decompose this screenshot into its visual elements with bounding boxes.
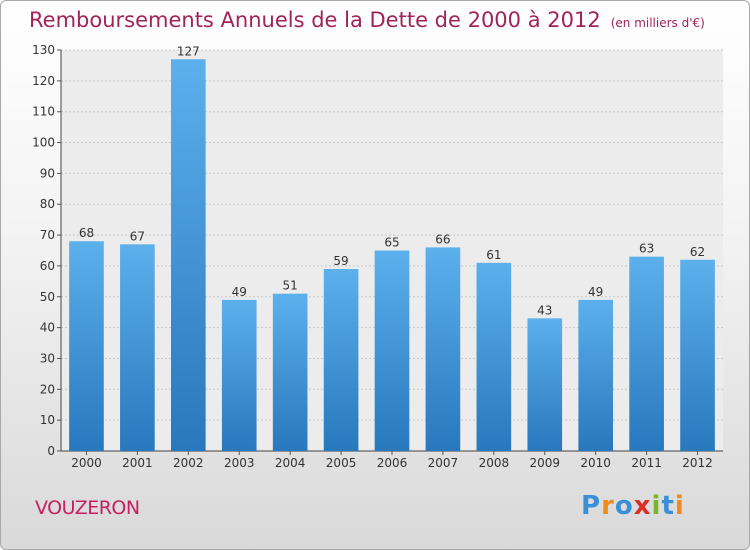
y-tick-label: 10 (40, 413, 55, 427)
y-tick-label: 40 (40, 321, 55, 335)
bar-2011 (629, 256, 664, 451)
chart-title-text: Remboursements Annuels de la Dette de 20… (29, 8, 601, 32)
x-tick-label-2003: 2003 (224, 456, 255, 470)
bar-2004 (272, 293, 308, 451)
data-label-2002: 127 (177, 44, 200, 58)
y-tick-label: 30 (40, 351, 55, 365)
data-label-2011: 63 (639, 242, 654, 256)
bar-2002 (170, 59, 206, 451)
y-tick-label: 20 (40, 382, 55, 396)
data-label-2010: 49 (588, 285, 603, 299)
logo-letter: o (614, 491, 634, 521)
data-label-2004: 51 (283, 279, 298, 293)
x-tick-label-2012: 2012 (682, 456, 713, 470)
y-tick-label: 60 (40, 259, 55, 273)
x-tick-label-2006: 2006 (377, 456, 408, 470)
x-tick-label-2007: 2007 (428, 456, 459, 470)
bar-2000 (69, 241, 104, 451)
proxiti-logo: Proxiti (581, 491, 685, 521)
y-tick-label: 120 (32, 74, 55, 88)
logo-letter: r (601, 491, 615, 521)
data-label-2001: 67 (130, 229, 145, 243)
bar-2008 (476, 262, 512, 451)
data-label-2005: 59 (333, 254, 348, 268)
y-tick-label: 70 (40, 228, 55, 242)
x-tick-label-2008: 2008 (479, 456, 510, 470)
data-label-2003: 49 (232, 285, 247, 299)
bar-2006 (374, 250, 410, 451)
y-tick-label: 50 (40, 290, 55, 304)
bar-2007 (425, 247, 461, 451)
x-tick-label-2002: 2002 (173, 456, 204, 470)
data-label-2007: 66 (435, 232, 450, 246)
logo-letter: t (661, 491, 675, 521)
logo-letter: P (581, 491, 602, 521)
x-tick-label-2001: 2001 (122, 456, 153, 470)
x-tick-label-2005: 2005 (326, 456, 357, 470)
data-label-2009: 43 (537, 303, 552, 317)
bar-2012 (680, 259, 715, 451)
x-tick-label-2011: 2011 (631, 456, 662, 470)
bar-2003 (221, 299, 257, 451)
y-tick-label: 80 (40, 197, 55, 211)
bar-2005 (323, 269, 359, 451)
commune-name: VOUZERON (35, 497, 140, 519)
logo-letter: x (633, 491, 652, 521)
bar-2001 (120, 244, 155, 451)
data-label-2000: 68 (79, 226, 94, 240)
y-tick-label: 110 (32, 105, 55, 119)
logo-letter: i (651, 491, 662, 521)
x-tick-label-2009: 2009 (529, 456, 560, 470)
logo-letter: i (674, 491, 685, 521)
x-tick-label-2004: 2004 (275, 456, 306, 470)
bar-2009 (527, 318, 563, 451)
bar-2010 (578, 299, 614, 451)
x-tick-label-2010: 2010 (580, 456, 611, 470)
chart-subtitle: (en milliers d'€) (610, 16, 705, 30)
chart-title: Remboursements Annuels de la Dette de 20… (29, 8, 705, 32)
x-tick-label-2000: 2000 (71, 456, 102, 470)
y-tick-label: 100 (32, 136, 55, 150)
data-label-2008: 61 (486, 248, 501, 262)
y-tick-label: 0 (47, 444, 55, 458)
y-tick-label: 130 (32, 43, 55, 57)
y-tick-label: 90 (40, 166, 55, 180)
data-label-2006: 65 (384, 236, 399, 250)
data-label-2012: 62 (690, 245, 705, 259)
